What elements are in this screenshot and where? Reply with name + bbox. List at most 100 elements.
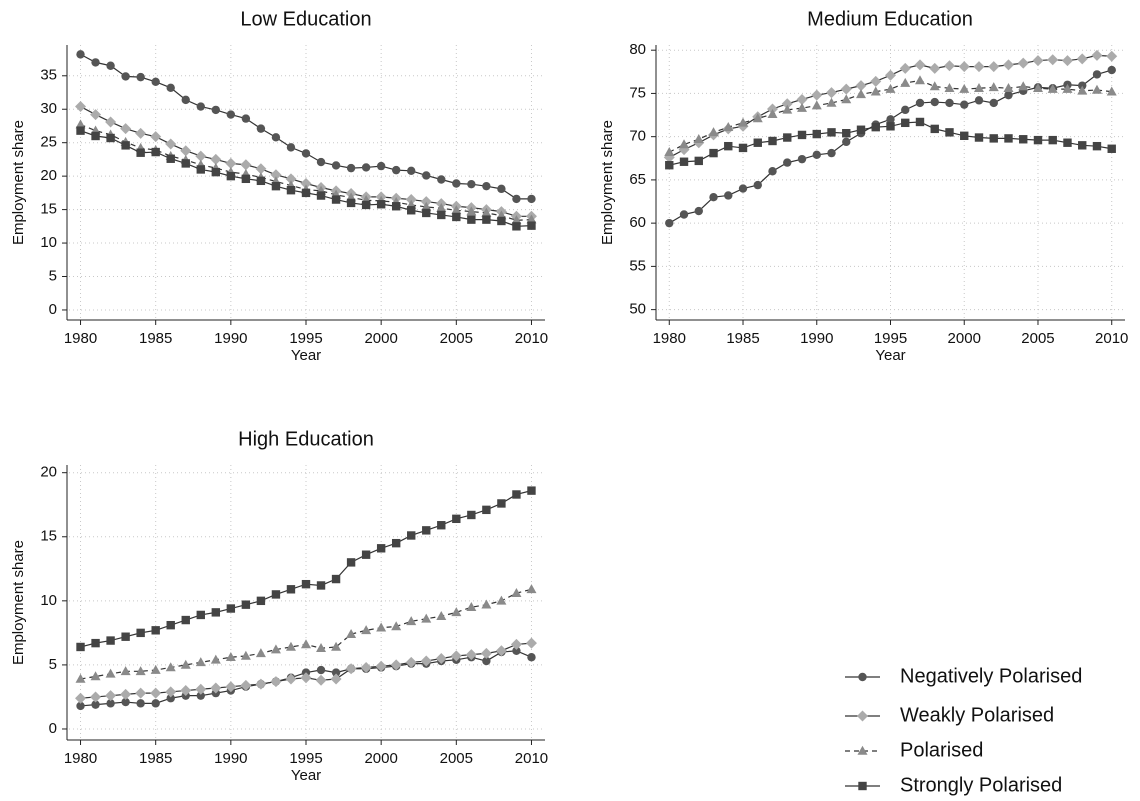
x-tick-label: 2010 — [515, 750, 548, 767]
data-point — [135, 666, 146, 676]
data-point — [120, 123, 132, 135]
data-point — [391, 621, 402, 631]
x-tick-label: 2010 — [1095, 330, 1128, 347]
data-point — [225, 652, 236, 662]
data-point — [196, 165, 205, 174]
data-point — [510, 638, 522, 650]
data-point — [870, 75, 882, 87]
data-point — [136, 148, 145, 157]
data-point — [527, 653, 536, 662]
data-point — [301, 639, 311, 649]
data-point — [452, 179, 461, 188]
legend-label: Strongly Polarised — [900, 774, 1062, 796]
data-point — [271, 133, 281, 142]
data-point — [196, 102, 205, 111]
legend-marker — [858, 781, 867, 791]
data-point — [527, 221, 536, 230]
data-point — [285, 673, 297, 685]
data-point — [467, 215, 476, 224]
data-point — [481, 599, 492, 609]
data-point — [482, 215, 491, 224]
y-axis-label: Employment share — [599, 120, 616, 245]
y-tick-label: 50 — [629, 301, 646, 318]
data-point — [974, 133, 984, 142]
data-point — [240, 650, 251, 660]
data-point — [420, 196, 432, 208]
data-point — [914, 59, 926, 71]
data-point — [316, 581, 326, 590]
data-point — [151, 77, 160, 87]
data-point — [166, 620, 175, 630]
y-tick-label: 5 — [49, 267, 57, 284]
y-tick-label: 10 — [40, 592, 57, 609]
data-point — [988, 82, 999, 92]
data-point — [316, 665, 326, 675]
data-point — [361, 200, 371, 210]
data-point — [753, 138, 762, 147]
data-point — [467, 179, 476, 189]
data-point — [226, 171, 236, 181]
data-point — [811, 89, 823, 101]
data-point — [300, 178, 312, 190]
data-point — [1047, 83, 1058, 93]
y-tick-label: 0 — [49, 301, 57, 318]
data-point — [331, 641, 342, 651]
data-point — [827, 148, 836, 158]
x-tick-label: 1995 — [289, 750, 322, 767]
data-point — [1078, 141, 1087, 150]
data-point — [945, 128, 954, 137]
data-point — [255, 163, 267, 175]
data-point — [330, 673, 342, 685]
data-point — [91, 700, 100, 709]
data-point — [256, 124, 266, 133]
data-point — [842, 137, 851, 147]
data-point — [285, 641, 296, 651]
data-point — [989, 134, 998, 143]
data-point — [495, 645, 507, 657]
data-point — [241, 600, 251, 609]
data-point — [105, 690, 117, 702]
data-point — [135, 127, 147, 139]
y-tick-label: 65 — [629, 171, 646, 188]
data-point — [165, 662, 176, 672]
data-point — [121, 697, 130, 707]
data-point — [958, 61, 970, 73]
data-point — [76, 50, 85, 59]
data-point — [841, 94, 852, 104]
data-point — [452, 212, 461, 222]
data-point — [915, 117, 925, 127]
data-point — [497, 216, 506, 226]
data-point — [960, 100, 969, 109]
data-point — [1032, 55, 1044, 67]
data-point — [944, 83, 955, 93]
data-point — [180, 659, 191, 669]
y-tick-label: 80 — [629, 41, 646, 58]
x-tick-label: 1990 — [214, 750, 247, 767]
data-point — [391, 202, 401, 211]
data-point — [211, 167, 221, 177]
x-tick-label: 2005 — [440, 750, 473, 767]
data-point — [482, 181, 491, 191]
data-point — [974, 96, 984, 105]
data-point — [694, 206, 703, 216]
data-point — [270, 644, 281, 654]
data-point — [1018, 81, 1029, 91]
series-line — [80, 490, 532, 648]
data-point — [724, 141, 733, 151]
data-point — [899, 62, 911, 74]
data-point — [1048, 135, 1057, 145]
data-point — [361, 550, 371, 559]
data-point — [91, 58, 100, 67]
data-point — [106, 133, 115, 143]
data-point — [376, 544, 386, 553]
x-tick-label: 2005 — [440, 330, 473, 347]
data-point — [421, 201, 432, 211]
data-point — [512, 194, 521, 204]
legend-marker — [857, 710, 868, 722]
data-point — [226, 604, 236, 613]
data-point — [797, 102, 808, 112]
data-point — [482, 505, 491, 515]
y-tick-label: 75 — [629, 84, 646, 101]
data-point — [797, 130, 807, 140]
data-point — [75, 692, 87, 704]
